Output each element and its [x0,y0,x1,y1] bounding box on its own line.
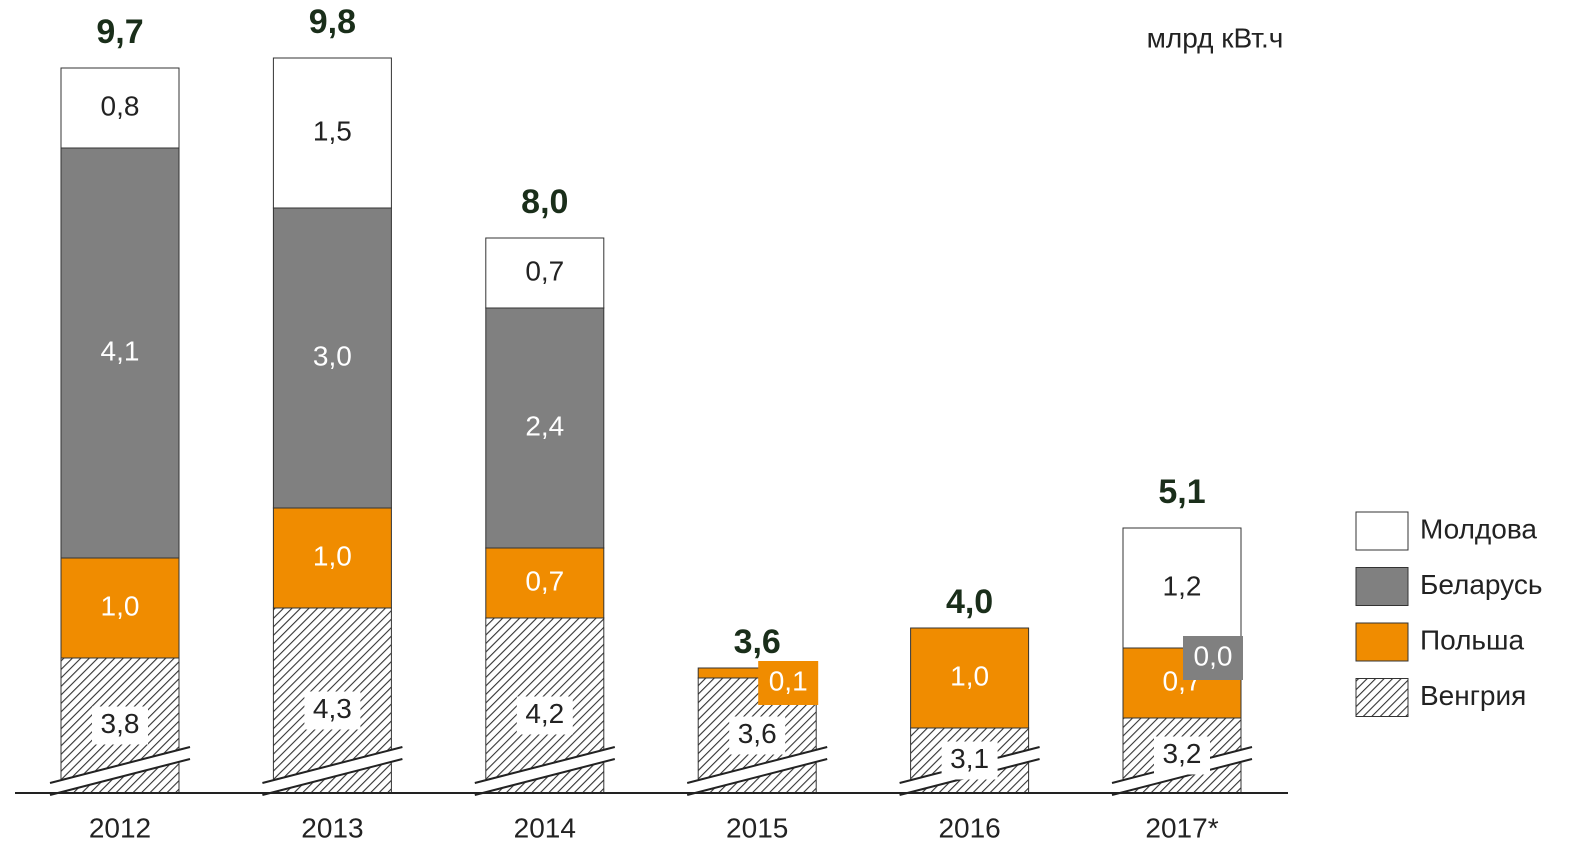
segment-label: 3,2 [1163,738,1202,769]
bar-segment [485,237,605,309]
total-label: 9,8 [309,3,356,41]
total-label: 8,0 [521,183,568,221]
x-tick-label: 2015 [726,812,788,843]
label-box [304,691,361,730]
bar-segment [60,67,180,149]
axis-break [49,746,191,796]
axis-break [686,746,828,796]
x-tick-label: 2013 [301,812,363,843]
total-label: 4,0 [946,583,993,621]
bar-segment [485,547,605,619]
segment-label: 4,1 [101,335,140,366]
axis-break-line [262,758,403,796]
segment-label: 0,8 [101,90,140,121]
x-tick-label: 2016 [938,812,1000,843]
legend-swatch [1355,622,1409,662]
legend-swatch [1355,678,1409,717]
bar-segment [60,557,180,659]
label-box [1183,636,1243,680]
axis-break-line [686,758,828,796]
segment-label: 3,0 [313,340,352,371]
bar-segment [272,507,392,609]
axis-break-band [262,747,403,795]
segment-label: 1,2 [1163,570,1202,601]
segment-label: 1,5 [313,115,352,146]
segment-label: 1,0 [950,660,989,691]
label-box [1154,736,1210,775]
total-label: 9,7 [96,13,143,51]
x-tick-label: 2017* [1145,812,1218,843]
segment-label: 0,1 [769,665,808,696]
axis-break-line [686,746,828,784]
total-label: 5,1 [1158,473,1205,511]
segment-label: 4,3 [313,693,352,724]
label-box [758,661,819,705]
segment-label: 3,8 [101,708,140,739]
segment-label: 0,0 [1194,640,1233,671]
label-box [729,716,786,755]
segment-label: 2,4 [525,410,564,441]
axis-break [262,746,403,796]
bar-segment [485,307,605,549]
bar-segment [272,207,392,509]
axis-break-band [474,747,615,795]
x-tick-label: 2014 [514,812,576,843]
legend-swatch [1355,511,1409,551]
segment-label: 3,6 [738,718,777,749]
legend-label: Молдова [1420,513,1537,544]
bar-segment [272,57,392,209]
bar-segment [1122,527,1242,649]
segment-label: 3,1 [950,743,989,774]
segment-label: 1,0 [101,590,140,621]
legend-label: Венгрия [1420,680,1526,711]
axis-break [474,746,616,796]
axis-break-line [474,758,616,796]
axis-break-line [262,746,403,784]
label-box [92,706,148,745]
segment-label: 0,7 [525,565,564,596]
total-label: 3,6 [734,623,781,661]
axis-break-band [687,747,828,795]
label-box [941,741,998,780]
axis-break-line [49,758,191,796]
label-box [516,696,573,735]
legend-label: Польша [1420,624,1524,655]
axis-break-line [474,746,616,784]
unit-label: млрд кВт.ч [1147,22,1284,53]
axis-break-line [49,746,191,784]
segment-label: 4,2 [525,698,564,729]
axis-break-line [1111,758,1253,796]
legend-label: Беларусь [1420,569,1542,600]
bar-segment [910,627,1030,729]
segment-label: 0,7 [525,255,564,286]
axis-break-band [50,747,190,795]
segment-label: 1,0 [313,540,352,571]
x-tick-label: 2012 [89,812,151,843]
legend-swatch [1355,567,1409,606]
